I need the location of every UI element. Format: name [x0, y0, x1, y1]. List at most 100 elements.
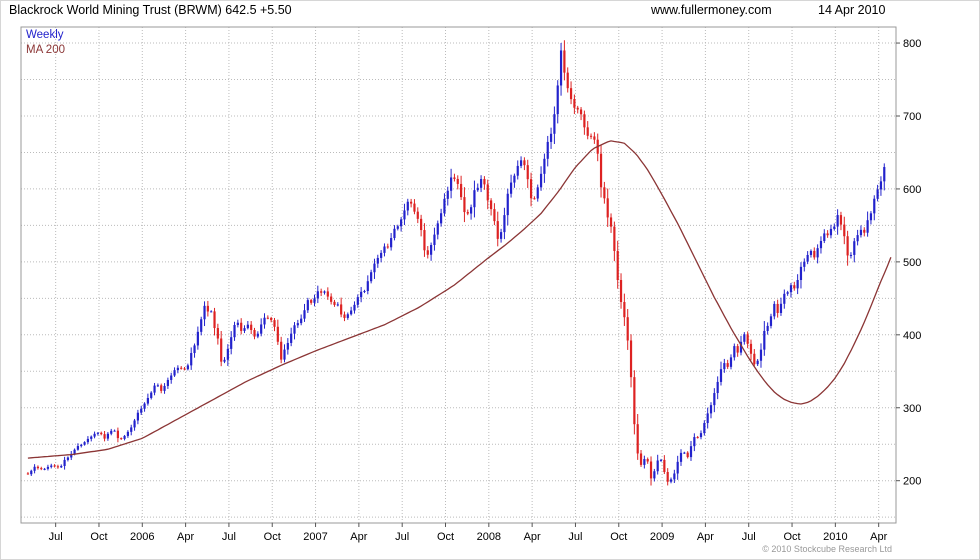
candle-body — [586, 127, 589, 136]
candle-body — [466, 212, 469, 214]
candle-body — [746, 334, 749, 344]
candle-body — [849, 254, 853, 256]
candle-body — [493, 209, 496, 222]
candle-body — [310, 300, 313, 303]
candle-body — [763, 330, 766, 350]
axes: 200 300 400 500 600 700 800 Jul Oct 2006 Apr Jul Oct… — [49, 38, 922, 543]
candle-body — [280, 341, 283, 360]
x-tick-label: Oct — [264, 531, 281, 543]
candle-body — [683, 452, 686, 454]
candle-body — [303, 310, 306, 319]
candle-body — [133, 420, 136, 428]
candle-body — [43, 468, 46, 470]
candle-body — [323, 291, 326, 293]
candle-body — [526, 165, 529, 180]
candle-body — [80, 444, 83, 447]
candle-body — [729, 357, 733, 367]
candle-body — [140, 408, 143, 413]
candle-body — [686, 452, 689, 458]
x-tick-label: 2009 — [650, 531, 674, 543]
candle-body — [726, 363, 729, 367]
candle-body — [96, 432, 100, 434]
candle-body — [143, 403, 146, 409]
candle-body — [629, 340, 633, 378]
x-tick-label: Jul — [49, 531, 63, 543]
candle-body — [473, 190, 476, 208]
candle-body — [63, 459, 66, 466]
candle-body — [410, 201, 413, 204]
candle-body — [463, 197, 466, 213]
candle-body — [106, 433, 110, 439]
candle-body — [86, 438, 90, 443]
candle-body — [376, 257, 379, 264]
candle-body — [343, 314, 346, 318]
candle-body — [819, 240, 823, 249]
candle-body — [799, 266, 803, 280]
x-tick-label: Jul — [222, 531, 236, 543]
y-tick-label: 800 — [903, 38, 921, 50]
y-tick-label: 400 — [903, 330, 921, 342]
candle-body — [216, 328, 219, 339]
legend-weekly: Weekly — [26, 29, 64, 41]
candle-body — [270, 317, 273, 321]
candle-body — [166, 379, 169, 386]
candle-body — [793, 285, 796, 289]
candle-body — [866, 220, 869, 233]
candle-body — [806, 254, 809, 262]
candle-body — [73, 449, 76, 454]
x-tick-label: Jul — [568, 531, 582, 543]
candle-body — [40, 468, 43, 470]
candle-body — [333, 301, 336, 305]
candle-body — [386, 246, 389, 248]
candle-body — [380, 252, 383, 258]
candle-body — [306, 300, 309, 311]
candle-body — [230, 337, 233, 349]
candle-body — [523, 160, 526, 166]
candle-body — [873, 198, 876, 214]
candle-body — [76, 446, 80, 450]
candle-body — [416, 211, 419, 219]
candle-body — [756, 360, 759, 365]
candle-body — [743, 334, 746, 342]
candle-body — [579, 109, 583, 115]
candle-body — [753, 353, 756, 365]
candle-body — [350, 310, 353, 315]
candle-body — [370, 272, 373, 282]
candle-body — [403, 210, 406, 220]
candle-body — [243, 328, 246, 331]
candle-body — [336, 304, 339, 306]
candle-body — [276, 326, 279, 342]
candle-body — [519, 160, 523, 166]
candle-body — [426, 250, 429, 255]
candles-series — [26, 40, 886, 486]
candle-body — [206, 305, 209, 312]
candle-body — [783, 293, 786, 304]
candle-body — [360, 291, 363, 298]
candle-body — [536, 187, 539, 199]
candle-body — [36, 466, 40, 469]
x-tick-label: Oct — [90, 531, 107, 543]
candle-body — [576, 107, 579, 110]
candle-body — [53, 465, 56, 467]
candle-body — [123, 435, 126, 439]
candle-body — [803, 261, 806, 267]
candle-body — [353, 304, 356, 311]
candle-body — [823, 233, 826, 241]
page-title: Blackrock World Mining Trust (BRWM) 642.… — [9, 3, 292, 17]
candle-body — [639, 453, 643, 465]
candle-body — [60, 465, 63, 468]
candle-body — [489, 200, 493, 210]
candle-body — [203, 305, 206, 320]
candle-body — [100, 432, 103, 435]
candle-body — [706, 413, 709, 424]
candle-body — [136, 412, 139, 421]
candle-body — [223, 359, 226, 362]
candle-body — [826, 233, 829, 236]
candle-body — [836, 215, 839, 227]
candle-body — [559, 50, 563, 86]
website-label: www.fullermoney.com — [651, 3, 772, 17]
candle-body — [459, 183, 463, 198]
candle-body — [340, 304, 343, 315]
candle-body — [26, 473, 30, 475]
